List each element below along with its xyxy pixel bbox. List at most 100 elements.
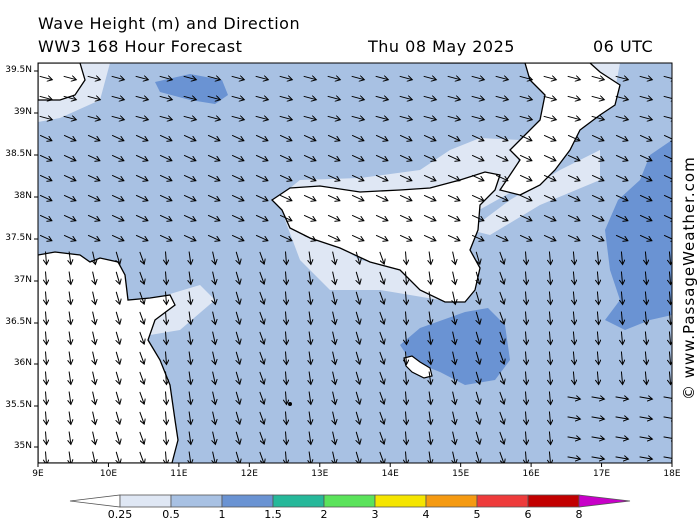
wave-direction-arrow [663, 417, 672, 419]
wave-direction-arrow [139, 371, 144, 384]
lon-label: 9E [32, 469, 44, 479]
lat-label: 36N [13, 358, 32, 368]
wave-direction-arrow [476, 391, 480, 404]
wave-direction-arrow [183, 116, 197, 119]
map-frame [37, 62, 673, 464]
wave-direction-arrow [663, 457, 672, 459]
wave-direction-arrow [447, 76, 461, 79]
wave-direction-arrow [453, 251, 456, 265]
wave-direction-arrow [375, 174, 388, 180]
wave-direction-arrow [213, 271, 216, 285]
wave-direction-arrow [645, 271, 646, 285]
wave-direction-arrow [213, 391, 216, 405]
wave-direction-arrow [495, 234, 508, 240]
wave-direction-arrow [259, 311, 264, 324]
wave-direction-arrow [303, 214, 316, 220]
wave-direction-arrow [526, 251, 527, 265]
wave-direction-arrow [549, 251, 550, 265]
wave-direction-arrow [453, 371, 456, 385]
wave-direction-arrow [621, 371, 622, 385]
wave-direction-arrow [39, 194, 52, 200]
wave-direction-arrow [375, 76, 389, 79]
wave-direction-arrow [476, 291, 480, 304]
wave-direction-arrow [356, 271, 360, 284]
wave-direction-arrow [429, 371, 431, 385]
wave-direction-arrow [399, 194, 412, 200]
legend-label: 3 [371, 508, 379, 521]
wave-direction-arrow [499, 351, 504, 364]
wave-direction-arrow [286, 391, 287, 405]
wave-direction-arrow [543, 116, 557, 119]
wave-direction-arrow [333, 391, 336, 405]
wave-direction-arrow [615, 397, 629, 399]
wave-direction-arrow [46, 251, 47, 265]
wave-direction-arrow [499, 391, 504, 404]
wave-direction-arrow [259, 351, 264, 364]
wave-direction-arrow [621, 351, 622, 365]
credit-text: © www.PassageWeather.com [680, 156, 698, 400]
wave-direction-arrow [597, 251, 598, 265]
wave-direction-arrow [356, 251, 360, 264]
wave-direction-arrow [236, 371, 240, 384]
wave-direction-arrow [499, 291, 504, 304]
wave-direction-arrow [69, 371, 71, 385]
wave-direction-arrow [327, 214, 340, 220]
lon-label: 15E [452, 469, 470, 479]
wave-direction-arrow [356, 291, 360, 304]
wave-direction-arrow [93, 451, 96, 463]
wave-direction-arrow [356, 331, 360, 344]
lat-label: 37.5N [5, 233, 32, 243]
wave-direction-arrow [69, 331, 71, 345]
wave-direction-arrow [87, 194, 100, 200]
wave-direction-arrow [549, 331, 550, 345]
wave-direction-arrow [63, 116, 77, 119]
calm-zone-calabria [470, 150, 600, 235]
wave-direction-arrow [286, 271, 287, 285]
wave-direction-arrow [639, 154, 652, 160]
wave-direction-arrows [39, 76, 672, 463]
lat-label: 39.5N [5, 65, 32, 75]
wave-direction-arrow [399, 134, 412, 140]
wave-direction-arrow [526, 291, 527, 305]
wave-direction-arrow [543, 234, 556, 240]
wave-direction-arrow [213, 431, 216, 445]
wave-direction-arrow [327, 194, 340, 200]
lon-label: 10E [99, 469, 118, 479]
wave-direction-arrow [309, 351, 311, 365]
wave-direction-arrow [567, 154, 580, 160]
wave-direction-arrow [333, 371, 336, 385]
wave-direction-arrow [351, 194, 364, 200]
wave-direction-arrow [499, 371, 504, 384]
wave-direction-arrow [379, 351, 384, 364]
wave-direction-arrow [645, 251, 646, 265]
wave-direction-arrow [255, 214, 268, 220]
wave-direction-arrow [159, 214, 172, 220]
wave-direction-arrow [591, 154, 604, 160]
wave-direction-arrow [639, 174, 652, 180]
wave-direction-arrow [327, 134, 340, 140]
wave-direction-arrow [286, 431, 287, 445]
wave-direction-arrow [453, 391, 456, 405]
wave-direction-arrow [303, 234, 316, 240]
wave-direction-arrow [476, 271, 480, 284]
wave-direction-arrow [621, 251, 622, 265]
wave-direction-arrow [597, 271, 598, 285]
wave-direction-arrow [406, 351, 407, 365]
wave-direction-arrow [116, 271, 120, 284]
wave-direction-arrow [327, 174, 340, 180]
wave-direction-arrow [471, 174, 484, 180]
wave-direction-arrow [255, 174, 268, 180]
wave-direction-arrow [429, 271, 431, 285]
wave-direction-arrow [447, 116, 461, 119]
wave-direction-arrow [69, 251, 71, 265]
wave-direction-arrow [591, 134, 604, 140]
wave-direction-arrow [639, 457, 653, 459]
legend-label: 8 [575, 508, 583, 521]
wave-direction-arrow [259, 411, 264, 424]
wave-direction-arrow [189, 451, 191, 463]
wave-direction-arrow [255, 194, 268, 200]
wave-direction-arrow [567, 214, 580, 220]
wave-direction-arrow [189, 311, 191, 325]
wave-direction-arrow [46, 411, 47, 425]
wave-direction-arrow [93, 431, 96, 445]
